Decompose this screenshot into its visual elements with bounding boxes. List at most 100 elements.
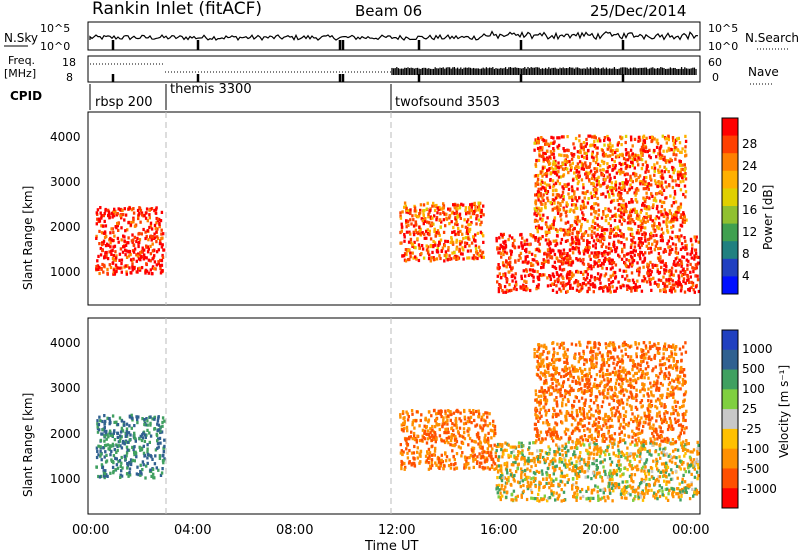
power-pixel xyxy=(500,252,502,255)
velocity-pixel xyxy=(561,449,563,452)
power-pixel xyxy=(118,241,120,244)
power-pixel xyxy=(571,199,573,202)
power-pixel xyxy=(121,259,123,262)
power-pixel xyxy=(543,158,545,161)
power-pixel xyxy=(470,249,472,252)
power-pixel xyxy=(556,145,558,148)
velocity-pixel xyxy=(134,459,136,462)
power-pixel xyxy=(578,156,580,159)
power-pixel xyxy=(685,282,687,285)
velocity-pixel xyxy=(526,468,528,471)
power-pixel xyxy=(589,144,591,147)
velocity-pixel xyxy=(450,419,452,422)
power-pixel xyxy=(651,263,653,266)
velocity-pixel xyxy=(406,429,408,432)
freq-label-line1: Freq. xyxy=(8,54,35,67)
power-pixel xyxy=(535,202,537,205)
power-pixel xyxy=(474,256,476,259)
velocity-pixel xyxy=(697,474,699,477)
power-pixel xyxy=(653,174,655,177)
power-pixel xyxy=(142,247,144,250)
power-pixel xyxy=(546,276,548,279)
power-pixel xyxy=(656,225,658,228)
power-colorbar-swatch xyxy=(722,259,738,277)
power-pixel xyxy=(530,234,532,237)
velocity-pixel xyxy=(121,466,123,469)
power-pixel xyxy=(595,136,597,139)
power-pixel xyxy=(423,214,425,217)
velocity-pixel xyxy=(101,428,103,431)
power-pixel xyxy=(650,140,652,143)
power-pixel xyxy=(125,244,127,247)
power-pixel xyxy=(589,165,591,168)
power-pixel xyxy=(131,239,133,242)
power-pixel xyxy=(555,228,557,231)
velocity-pixel xyxy=(400,443,402,446)
beam-title: Beam 06 xyxy=(355,2,422,20)
power-pixel xyxy=(538,226,540,229)
power-pixel xyxy=(599,234,601,237)
power-pixel xyxy=(403,254,405,257)
velocity-pixel xyxy=(149,415,151,418)
velocity-pixel xyxy=(632,499,634,502)
power-pixel xyxy=(635,192,637,195)
power-pixel xyxy=(569,285,571,288)
power-pixel xyxy=(539,273,541,276)
velocity-pixel xyxy=(158,424,160,427)
velocity-pixel xyxy=(527,476,529,479)
power-cbar-tick-16: 16 xyxy=(742,203,757,217)
power-pixel xyxy=(669,175,671,178)
power-pixel xyxy=(409,212,411,215)
velocity-pixel xyxy=(473,419,475,422)
power-pixel xyxy=(565,211,567,214)
power-pixel xyxy=(636,280,638,283)
velocity-pixel xyxy=(154,454,156,457)
power-pixel xyxy=(684,221,686,224)
power-pixel xyxy=(664,181,666,184)
power-pixel xyxy=(694,235,696,238)
power-pixel xyxy=(648,251,650,254)
velocity-pixel xyxy=(536,499,538,502)
power-pixel xyxy=(596,217,598,220)
velocity-pixel xyxy=(579,455,581,458)
power-pixel xyxy=(594,171,596,174)
power-pixel xyxy=(595,155,597,158)
power-pixel xyxy=(621,275,623,278)
power-pixel xyxy=(549,179,551,182)
power-pixel xyxy=(635,173,637,176)
power-pixel xyxy=(652,205,654,208)
power-ytick-3000: 3000 xyxy=(50,175,81,189)
power-pixel xyxy=(589,162,591,165)
velocity-pixel xyxy=(554,453,556,456)
velocity-pixel xyxy=(500,487,502,490)
power-pixel xyxy=(121,209,123,212)
power-pixel xyxy=(634,222,636,225)
velocity-pixel xyxy=(475,410,477,413)
velocity-pixel xyxy=(694,476,696,479)
power-pixel xyxy=(554,244,556,247)
power-pixel xyxy=(573,146,575,149)
velocity-pixel xyxy=(550,489,552,492)
velocity-pixel xyxy=(506,468,508,471)
power-pixel xyxy=(664,159,666,162)
velocity-pixel xyxy=(144,433,146,436)
power-pixel xyxy=(515,272,517,275)
velocity-pixel xyxy=(621,496,623,499)
velocity-pixel xyxy=(473,455,475,458)
power-pixel xyxy=(520,275,522,278)
power-pixel xyxy=(620,286,622,289)
power-pixel xyxy=(646,216,648,219)
power-pixel xyxy=(99,206,101,209)
power-pixel xyxy=(409,255,411,258)
power-pixel xyxy=(676,137,678,140)
velocity-pixel xyxy=(406,426,408,429)
power-pixel xyxy=(632,172,634,175)
power-pixel xyxy=(538,283,540,286)
power-pixel xyxy=(620,171,622,174)
velocity-pixel xyxy=(604,499,606,502)
power-pixel xyxy=(563,268,565,271)
velocity-pixel xyxy=(506,471,508,474)
power-pixel xyxy=(409,218,411,221)
power-pixel xyxy=(638,232,640,235)
velocity-pixel xyxy=(455,417,457,420)
